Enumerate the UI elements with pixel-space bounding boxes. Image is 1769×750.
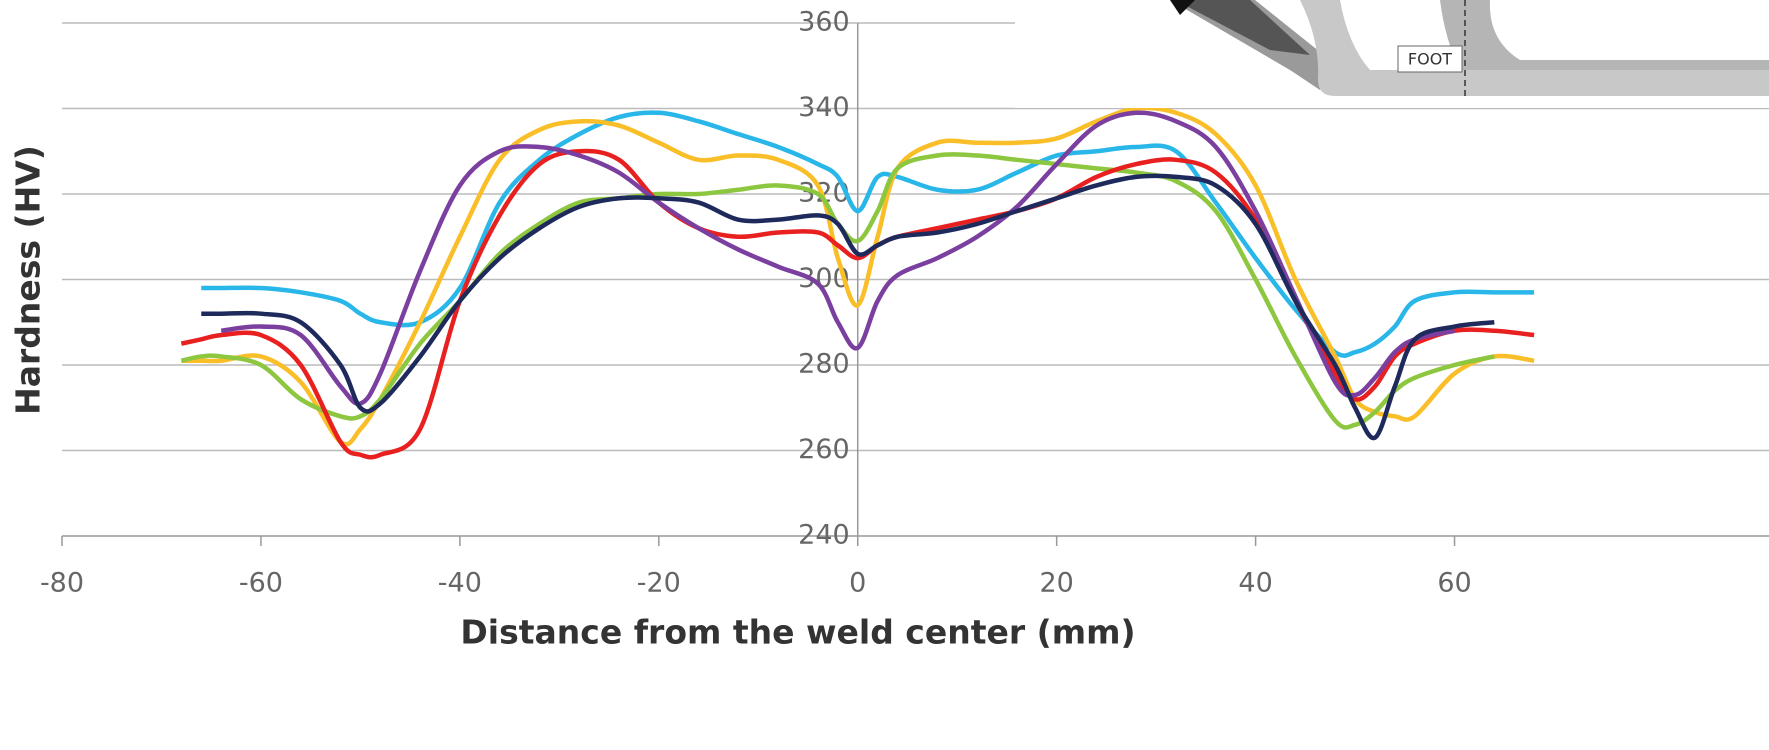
- y-tick-label: 360: [798, 7, 850, 38]
- x-tick-label: -40: [438, 568, 482, 599]
- y-axis-title: Hardness (HV): [9, 145, 48, 415]
- x-tick-label: 60: [1437, 568, 1471, 599]
- inset-label: FOOT: [1408, 50, 1452, 69]
- x-tick-label: 40: [1238, 568, 1272, 599]
- y-tick-label: 240: [798, 520, 850, 551]
- x-tick-label: 0: [849, 568, 866, 599]
- x-tick-label: -60: [239, 568, 283, 599]
- inset-image: FOOT: [1015, 0, 1769, 108]
- y-tick-label: 340: [798, 92, 850, 123]
- data-line: [201, 176, 1494, 438]
- x-tick-label: 20: [1039, 568, 1073, 599]
- x-axis-title: Distance from the weld center (mm): [460, 613, 1135, 652]
- x-tick-label: -20: [637, 568, 681, 599]
- x-tick-label: -80: [40, 568, 84, 599]
- chart: 240260280300320340360-80-60-40-200204060…: [0, 0, 1769, 750]
- y-tick-label: 260: [798, 434, 850, 465]
- y-tick-label: 280: [798, 349, 850, 380]
